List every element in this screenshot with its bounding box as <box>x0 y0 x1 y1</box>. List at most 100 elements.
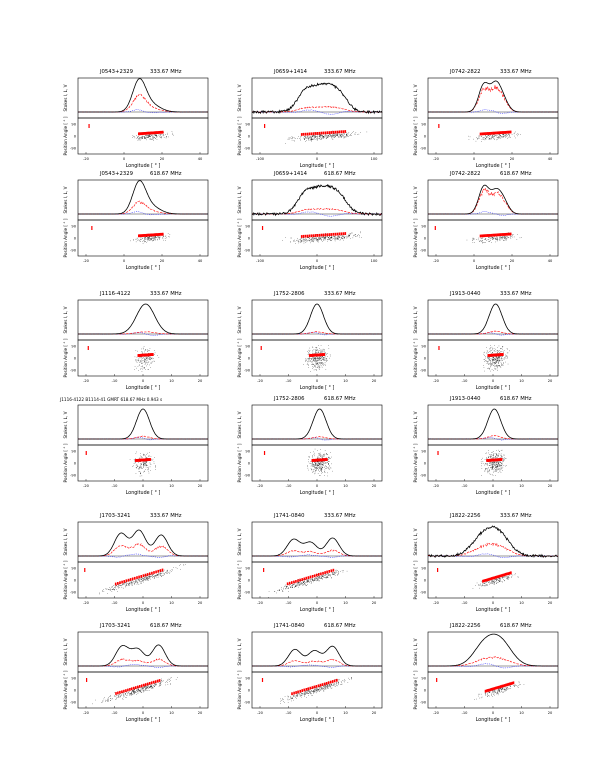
pa-sample-point <box>492 352 493 354</box>
pa-sample-point <box>501 364 502 365</box>
pa-sample-point <box>304 239 306 241</box>
pa-sample-point <box>141 363 142 364</box>
pa-sample-point <box>322 458 323 459</box>
pa-sample-point <box>499 360 500 361</box>
pa-sample-point <box>316 369 317 370</box>
pa-sample-point <box>492 352 493 353</box>
pa-sample-point <box>145 576 147 578</box>
pa-sample-point <box>312 579 313 580</box>
stokes-v-curve <box>251 331 383 336</box>
pa-sample-point <box>502 458 504 460</box>
pa-sample-point <box>321 356 323 357</box>
pa-sample-point <box>319 453 320 454</box>
pa-sample-point <box>489 351 490 352</box>
pa-sample-point <box>341 135 342 137</box>
pa-sample-point <box>150 238 151 239</box>
pa-sample-point <box>322 364 323 365</box>
pa-sample-point <box>493 462 494 464</box>
pa-sample-point <box>487 361 489 362</box>
pa-sample-point <box>503 135 505 137</box>
pa-sample-point <box>158 682 160 683</box>
pa-sample-point <box>280 700 281 702</box>
pa-tick-label: 0 <box>424 135 427 139</box>
x-tick-label: 20 <box>510 259 515 263</box>
pa-sample-point <box>487 464 488 465</box>
pa-sample-point <box>146 457 147 459</box>
pa-sample-point <box>360 132 361 133</box>
pa-sample-point <box>496 362 497 363</box>
pa-sample-point <box>355 234 356 235</box>
pa-sample-point <box>490 365 492 367</box>
pa-sample-point <box>147 577 148 578</box>
pa-sample-point <box>167 573 168 574</box>
pa-sample-point <box>492 581 494 582</box>
pa-sample-point <box>159 575 161 576</box>
profile-panel: J1116-4122 B1114-41 GMRT 618.67 MHz 0.94… <box>59 397 209 496</box>
pa-sample-point <box>268 597 269 598</box>
pa-sample-point <box>476 239 477 240</box>
pa-sample-point <box>163 137 165 138</box>
pa-sample-point <box>153 137 154 139</box>
pa-sample-point <box>327 467 328 469</box>
pa-sample-point <box>501 356 503 357</box>
pa-sample-point <box>108 697 109 698</box>
pa-sample-point <box>131 692 133 694</box>
pa-sample-point <box>145 688 146 689</box>
pa-sample-point <box>497 466 498 467</box>
pa-sample-point <box>308 239 310 241</box>
pa-sample-point <box>493 471 495 472</box>
pa-sample-point <box>500 135 501 136</box>
pa-sample-point <box>318 580 320 582</box>
pa-sample-point <box>135 691 136 693</box>
pa-sample-point <box>495 471 496 472</box>
pa-sample-point <box>320 137 321 139</box>
pa-sample-point <box>313 690 314 692</box>
pa-sample-point <box>114 589 115 591</box>
pa-sample-point <box>303 239 304 240</box>
pa-sample-point <box>497 350 498 351</box>
pa-sample-point <box>473 237 474 239</box>
pa-sample-point <box>493 357 495 358</box>
pa-sample-point <box>322 357 323 359</box>
pa-sample-point <box>319 135 321 137</box>
pa-sample-point <box>329 354 331 356</box>
pa-sample-point <box>492 238 494 240</box>
pa-sample-point <box>308 138 309 140</box>
pa-tick-label: -90 <box>244 147 251 151</box>
pa-sample-point <box>330 135 332 137</box>
pa-sample-point <box>296 583 297 585</box>
pa-sample-point <box>340 235 341 236</box>
pa-sample-point <box>154 361 155 362</box>
pa-tick-label: 90 <box>245 567 250 571</box>
pa-sample-point <box>139 362 140 363</box>
pa-sample-point <box>319 134 320 136</box>
pa-sample-point <box>494 579 495 581</box>
pa-sample-point <box>504 580 505 581</box>
pa-sample-point <box>313 369 315 371</box>
pa-sample-point <box>137 138 139 140</box>
stokes-i-curve <box>251 184 383 217</box>
pa-sample-point <box>479 241 480 242</box>
pa-scatter <box>91 226 171 244</box>
pa-sample-point <box>499 578 500 580</box>
pa-sample-point <box>322 359 324 360</box>
pa-sample-point <box>308 693 309 694</box>
pa-sample-point <box>307 138 309 139</box>
pa-measured-point <box>481 132 483 136</box>
pa-sample-point <box>497 365 499 367</box>
pa-measured-point <box>492 131 494 135</box>
pa-sample-point <box>166 570 167 572</box>
pa-sample-point <box>492 364 493 365</box>
pa-sample-point <box>317 579 319 581</box>
pa-sample-point <box>310 136 312 138</box>
pa-sample-point <box>141 237 143 239</box>
pa-sample-point <box>147 369 149 370</box>
x-tick-label: 20 <box>160 157 165 161</box>
pa-sample-point <box>497 469 498 471</box>
pa-measured-point <box>142 234 144 237</box>
pa-sample-point <box>315 357 317 358</box>
pa-measured-point <box>307 576 310 579</box>
pa-sample-point <box>491 580 492 582</box>
pa-sample-point <box>313 137 315 139</box>
pa-sample-point <box>326 354 327 355</box>
